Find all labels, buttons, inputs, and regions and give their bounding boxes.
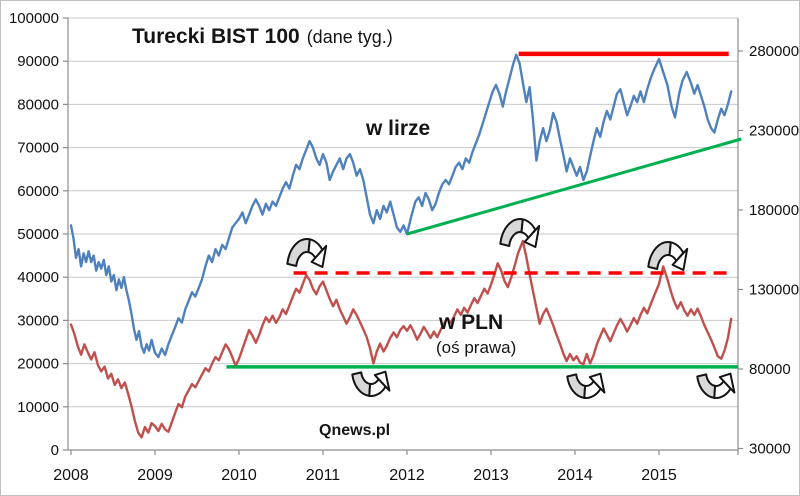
svg-text:0: 0 [51, 442, 59, 459]
series-label-lira: w lirze [366, 117, 431, 140]
y-right-axis-labels: 30000 80000 130000 180000 230000 280000 [749, 43, 799, 458]
bounce-up-arrow [351, 370, 391, 397]
series-label-pln-axis-note: (oś prawa) [436, 338, 517, 357]
chart-title: Turecki BIST 100 (dane tyg.) [132, 25, 393, 49]
svg-text:30000: 30000 [749, 441, 791, 458]
chart-title-suffix: (dane tyg.) [306, 27, 393, 47]
svg-text:100000: 100000 [9, 10, 59, 27]
chart-title-main: Turecki BIST 100 [132, 25, 300, 48]
svg-text:50000: 50000 [17, 226, 59, 243]
bounce-up-arrow [566, 372, 606, 399]
svg-text:90000: 90000 [17, 53, 59, 70]
svg-text:2009: 2009 [137, 467, 173, 484]
series-label-pln: w PLN [439, 311, 504, 334]
svg-text:2013: 2013 [473, 467, 509, 484]
svg-text:70000: 70000 [17, 140, 59, 157]
svg-text:2008: 2008 [53, 467, 89, 484]
svg-text:30000: 30000 [17, 312, 59, 329]
svg-text:60000: 60000 [17, 183, 59, 200]
svg-text:20000: 20000 [17, 356, 59, 373]
y-left-axis-labels: 0 10000 20000 30000 40000 50000 60000 70000 8000… [9, 10, 59, 459]
bounce-up-arrow [696, 372, 736, 399]
svg-text:10000: 10000 [17, 399, 59, 416]
svg-text:130000: 130000 [749, 282, 799, 299]
watermark: Qnews.pl [319, 422, 391, 439]
svg-text:2014: 2014 [557, 467, 593, 484]
arch-down-arrow [286, 238, 328, 268]
svg-text:80000: 80000 [17, 96, 59, 113]
gridlines [68, 17, 738, 451]
arch-down-arrow [499, 218, 541, 248]
series-pln [69, 239, 733, 439]
svg-text:80000: 80000 [749, 361, 791, 378]
arch-down-arrow [647, 241, 689, 271]
svg-text:2012: 2012 [389, 467, 425, 484]
svg-text:230000: 230000 [749, 123, 799, 140]
svg-text:2010: 2010 [221, 467, 257, 484]
x-axis-labels: 2008 2009 2010 2011 2012 2013 2014 2015 [53, 467, 677, 484]
svg-text:180000: 180000 [749, 202, 799, 219]
svg-text:280000: 280000 [749, 43, 799, 60]
svg-text:2011: 2011 [306, 467, 341, 484]
series-lira [69, 53, 733, 359]
svg-text:2015: 2015 [641, 467, 677, 484]
axes [63, 17, 743, 455]
trendline-lira [406, 137, 742, 236]
svg-text:40000: 40000 [17, 269, 59, 286]
